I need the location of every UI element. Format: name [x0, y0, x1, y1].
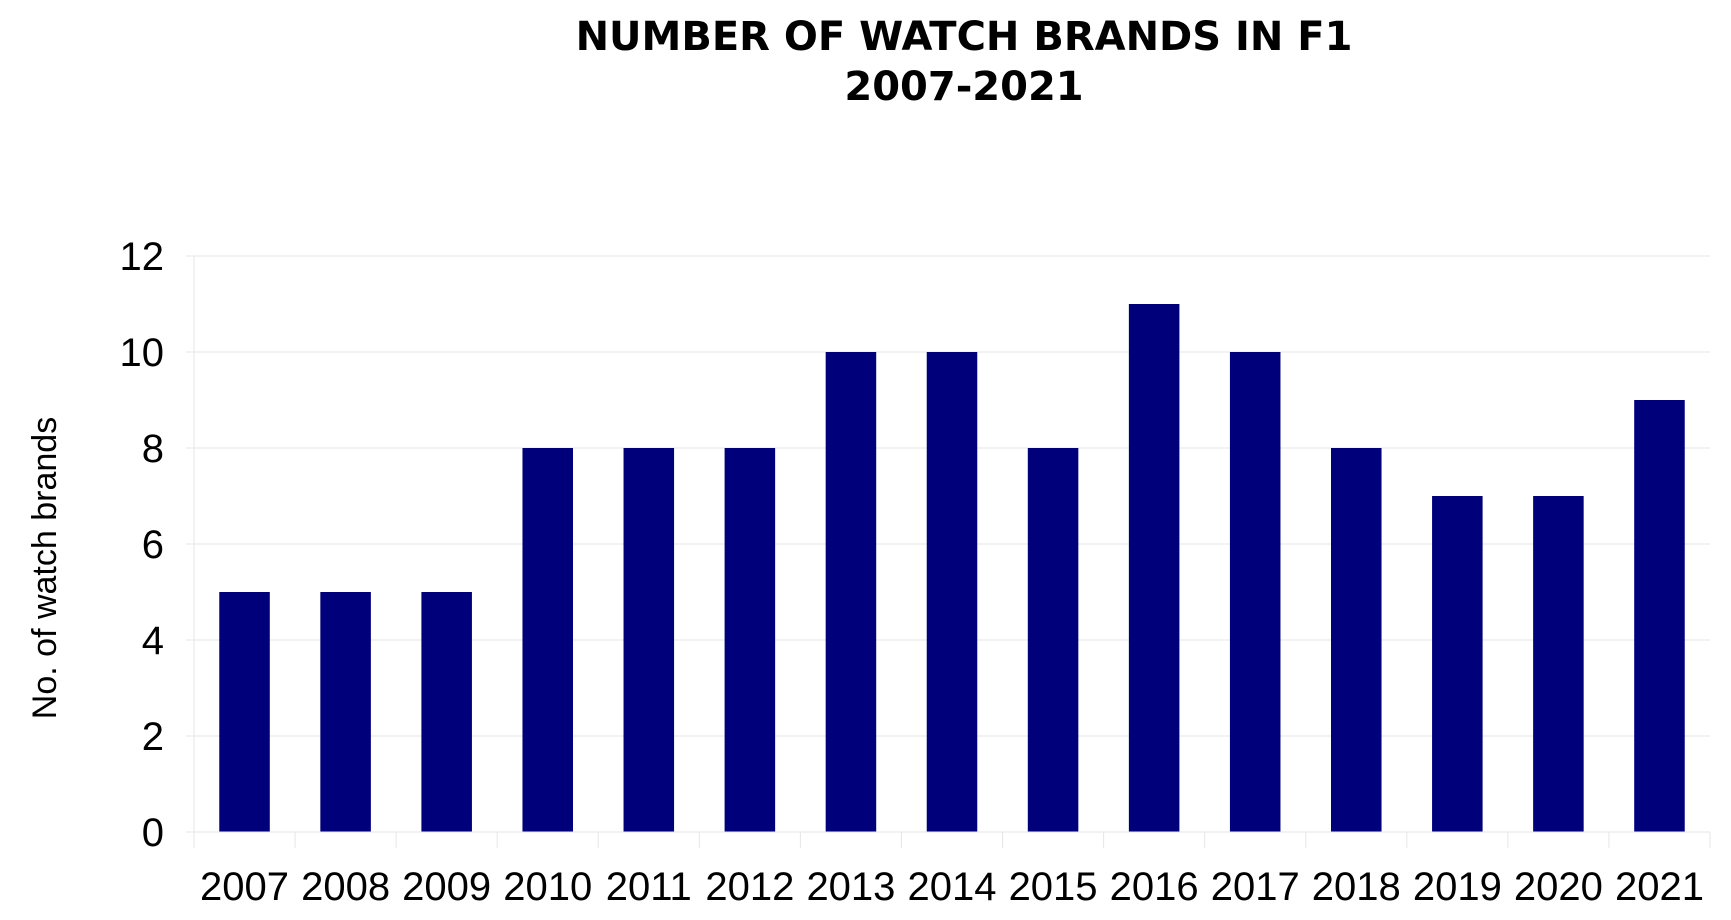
x-tick-label: 2021	[1615, 865, 1704, 909]
bar-2010	[522, 448, 573, 832]
bar-2016	[1128, 304, 1180, 832]
y-tick-label: 0	[142, 811, 164, 855]
x-tick-label: 2009	[402, 865, 491, 909]
x-tick-labels: 2007 2008 2009 2010 2011 2012 2013 2014 2015 2016…	[200, 865, 1704, 909]
x-tick-label: 2008	[301, 865, 390, 909]
x-tick-label: 2012	[705, 865, 794, 909]
axes	[186, 255, 1711, 848]
bar-2007	[219, 592, 270, 832]
x-tick-label: 2020	[1514, 865, 1603, 909]
x-tick-label: 2018	[1312, 865, 1401, 909]
x-tick-label: 2010	[503, 865, 592, 909]
bar-2021	[1634, 400, 1685, 832]
y-tick-label: 2	[142, 715, 164, 759]
y-axis-title: No. of watch brands	[26, 417, 64, 719]
x-tick-label: 2007	[200, 865, 289, 909]
y-tick-label: 8	[142, 427, 164, 471]
bar-2011	[623, 448, 675, 832]
x-tick-label: 2017	[1211, 865, 1300, 909]
y-tick-label: 12	[120, 235, 165, 279]
bar-2017	[1229, 352, 1281, 832]
bar-2015	[1027, 448, 1079, 832]
y-tick-label: 4	[142, 619, 164, 663]
bar-2020	[1533, 496, 1584, 832]
x-tick-label: 2015	[1009, 865, 1098, 909]
x-tick-label: 2014	[908, 865, 997, 909]
bar-2008	[320, 592, 371, 832]
x-tick-label: 2019	[1413, 865, 1502, 909]
y-tick-labels: 0 2 4 6 8 10 12	[120, 235, 165, 855]
bar-2019	[1432, 496, 1483, 832]
bar-2018	[1331, 448, 1382, 832]
y-tick-label: 10	[120, 331, 165, 375]
bar-2013	[825, 352, 877, 832]
bar-2012	[724, 448, 776, 832]
bar-2009	[421, 592, 472, 832]
chart-title-line-2: 2007-2021	[844, 64, 1083, 110]
bar-2014	[926, 352, 978, 832]
x-tick-label: 2013	[806, 865, 895, 909]
y-tick-label: 6	[142, 523, 164, 567]
x-tick-label: 2016	[1110, 865, 1199, 909]
chart-title-line-1: NUMBER OF WATCH BRANDS IN F1	[576, 14, 1353, 60]
chart-title: NUMBER OF WATCH BRANDS IN F1 2007-2021	[576, 14, 1353, 110]
x-tick-label: 2011	[606, 865, 692, 909]
bars	[219, 304, 1685, 832]
